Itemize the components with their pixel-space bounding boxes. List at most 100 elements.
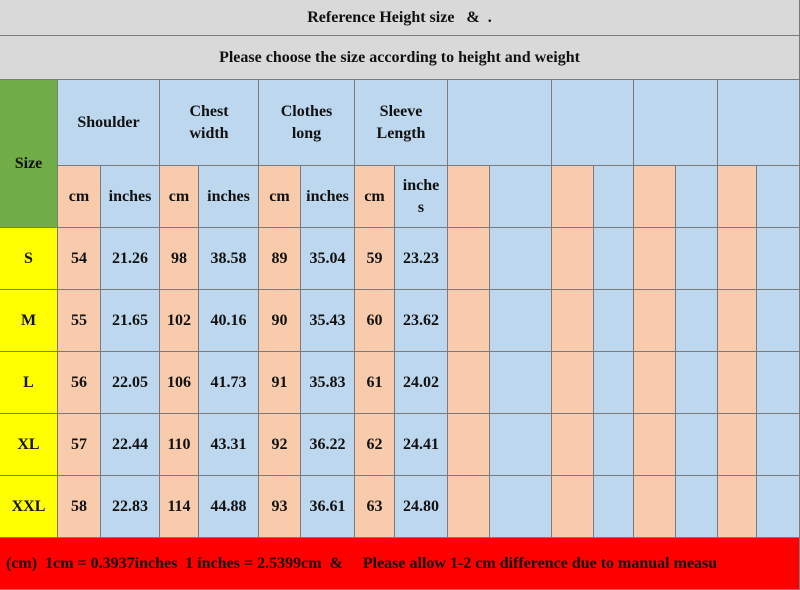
empty-cell: [634, 166, 676, 228]
empty-cell: [634, 228, 676, 290]
empty-cell: [676, 228, 718, 290]
empty-cell: [634, 476, 676, 538]
empty-cell: [676, 414, 718, 476]
empty-cell: [718, 228, 757, 290]
measurement: 36.22: [301, 414, 355, 476]
empty-cell: [552, 414, 594, 476]
group-header: Shoulder: [58, 80, 160, 166]
empty-cell: [490, 352, 552, 414]
measurement: 38.58: [199, 228, 259, 290]
measurement: 93: [259, 476, 301, 538]
measurement: 63: [355, 476, 395, 538]
empty-cell: [448, 290, 490, 352]
measurement: 60: [355, 290, 395, 352]
empty-cell: [448, 166, 490, 228]
group-header: Clothes long: [259, 80, 355, 166]
empty-cell: [490, 414, 552, 476]
measurement: 23.62: [395, 290, 448, 352]
measurement: 35.43: [301, 290, 355, 352]
empty-cell: [552, 352, 594, 414]
empty-cell: [718, 414, 757, 476]
measurement: 35.83: [301, 352, 355, 414]
measurement: 110: [160, 414, 199, 476]
empty-cell: [757, 414, 800, 476]
measurement: 59: [355, 228, 395, 290]
empty-cell: [757, 228, 800, 290]
measurement: 22.05: [101, 352, 160, 414]
size-label: S: [0, 228, 58, 290]
unit-header: cm: [160, 166, 199, 228]
empty-cell: [490, 166, 552, 228]
empty-cell: [676, 476, 718, 538]
measurement: 92: [259, 414, 301, 476]
measurement: 91: [259, 352, 301, 414]
empty-cell: [448, 228, 490, 290]
empty-cell: [757, 476, 800, 538]
empty-cell: [757, 352, 800, 414]
measurement: 44.88: [199, 476, 259, 538]
unit-header: cm: [259, 166, 301, 228]
empty-cell: [594, 166, 634, 228]
title: Reference Height size & .: [0, 0, 800, 36]
measurement: 57: [58, 414, 101, 476]
empty-cell: [448, 476, 490, 538]
empty-cell: [594, 290, 634, 352]
empty-cell: [448, 352, 490, 414]
empty-cell: [676, 352, 718, 414]
empty-cell: [594, 476, 634, 538]
measurement: 43.31: [199, 414, 259, 476]
empty-cell: [757, 166, 800, 228]
measurement: 90: [259, 290, 301, 352]
group-header: Sleeve Length: [355, 80, 448, 166]
subtitle: Please choose the size according to heig…: [0, 36, 800, 80]
empty-cell: [718, 166, 757, 228]
measurement: 40.16: [199, 290, 259, 352]
measurement: 54: [58, 228, 101, 290]
empty-cell: [594, 228, 634, 290]
measurement: 22.83: [101, 476, 160, 538]
measurement: 21.65: [101, 290, 160, 352]
empty-cell: [490, 476, 552, 538]
empty-cell: [448, 414, 490, 476]
empty-cell: [634, 352, 676, 414]
size-label: XXL: [0, 476, 58, 538]
empty-cell: [552, 228, 594, 290]
measurement: 24.80: [395, 476, 448, 538]
measurement: 36.61: [301, 476, 355, 538]
empty-cell: [718, 290, 757, 352]
measurement: 62: [355, 414, 395, 476]
measurement: 98: [160, 228, 199, 290]
measurement: 89: [259, 228, 301, 290]
empty-cell: [676, 290, 718, 352]
size-label: L: [0, 352, 58, 414]
measurement: 41.73: [199, 352, 259, 414]
measurement: 58: [58, 476, 101, 538]
empty-cell: [594, 352, 634, 414]
unit-header: inches: [301, 166, 355, 228]
unit-header: inche s: [395, 166, 448, 228]
empty-cell: [718, 476, 757, 538]
unit-header: cm: [355, 166, 395, 228]
size-header: Size: [0, 80, 58, 228]
measurement: 55: [58, 290, 101, 352]
measurement: 61: [355, 352, 395, 414]
measurement: 56: [58, 352, 101, 414]
empty-cell: [552, 290, 594, 352]
empty-cell: [490, 290, 552, 352]
empty-cell: [552, 476, 594, 538]
empty-header: [448, 80, 552, 166]
empty-cell: [594, 414, 634, 476]
empty-cell: [757, 290, 800, 352]
measurement: 22.44: [101, 414, 160, 476]
empty-header: [552, 80, 634, 166]
empty-cell: [676, 166, 718, 228]
measurement: 24.02: [395, 352, 448, 414]
measurement: 114: [160, 476, 199, 538]
empty-cell: [490, 228, 552, 290]
footer-note: (cm) 1cm = 0.3937inches 1 inches = 2.539…: [0, 538, 800, 590]
measurement: 102: [160, 290, 199, 352]
empty-header: [634, 80, 718, 166]
group-header: Chest width: [160, 80, 259, 166]
measurement: 24.41: [395, 414, 448, 476]
